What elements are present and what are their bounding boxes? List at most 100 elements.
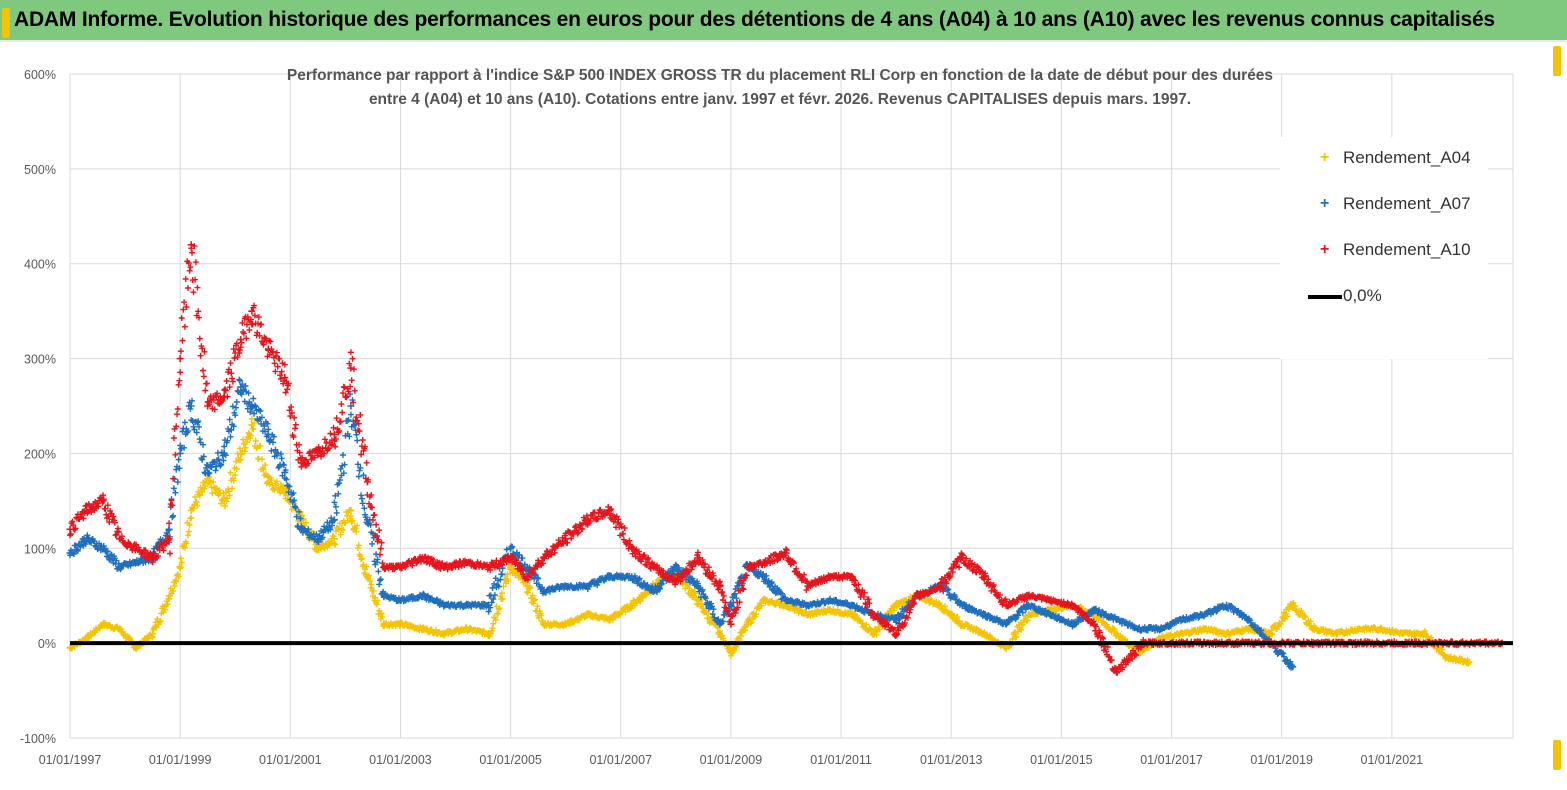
data-point-a10	[176, 355, 184, 363]
data-point-a10	[463, 559, 471, 567]
data-point-a10	[297, 459, 305, 467]
legend-marker-a04: +	[1320, 149, 1330, 166]
x-tick-label: 01/01/2013	[920, 753, 983, 767]
legend-label-a04: Rendement_A04	[1343, 148, 1471, 167]
data-point-a04	[716, 630, 724, 638]
data-point-a10	[980, 573, 988, 581]
data-point-a07	[892, 615, 900, 623]
data-point-a04	[727, 649, 735, 657]
x-tick-label: 01/01/2007	[589, 753, 652, 767]
data-point-a10	[1068, 601, 1076, 609]
data-point-a07	[1090, 606, 1098, 614]
data-point-a04	[165, 592, 173, 600]
data-point-a04	[606, 615, 614, 623]
data-point-a10	[694, 554, 702, 562]
data-point-a04	[441, 630, 449, 638]
data-point-a04	[204, 478, 212, 486]
y-tick-label: 400%	[24, 258, 56, 272]
data-point-a04	[540, 620, 548, 628]
data-point-a04	[870, 630, 878, 638]
data-point-a04	[980, 630, 988, 638]
data-point-a07	[66, 549, 74, 557]
data-point-a07	[1002, 620, 1010, 628]
data-point-a10	[1002, 601, 1010, 609]
data-point-a07	[237, 383, 245, 391]
data-point-a10	[804, 582, 812, 590]
data-point-a07	[330, 516, 338, 524]
data-point-a07	[540, 587, 548, 595]
data-point-a10	[892, 630, 900, 638]
data-point-a04	[743, 620, 751, 628]
data-point-a10	[743, 563, 751, 571]
data-point-a04	[936, 601, 944, 609]
x-tick-label: 01/01/2011	[810, 753, 872, 767]
y-tick-label: 500%	[24, 163, 56, 177]
data-point-a07	[380, 592, 388, 600]
data-point-a10	[165, 535, 173, 543]
chart-title-line2: entre 4 (A04) et 10 ans (A10). Cotations…	[368, 91, 1192, 108]
report-title: ADAM Informe. Evolution historique des p…	[14, 8, 1495, 31]
data-point-a10	[116, 535, 124, 543]
data-point-a10	[1112, 668, 1120, 676]
data-point-a07	[116, 563, 124, 571]
legend-label-a10: Rendement_A10	[1343, 240, 1471, 259]
data-point-a07	[958, 601, 966, 609]
data-point-a07	[418, 592, 426, 600]
data-point-a10	[99, 497, 107, 505]
data-point-a07	[804, 601, 812, 609]
data-point-a07	[848, 601, 856, 609]
data-point-a04	[562, 620, 570, 628]
data-point-a07	[694, 582, 702, 590]
x-tick-label: 01/01/2021	[1361, 753, 1424, 767]
data-point-a10	[187, 241, 195, 249]
data-point-a04	[826, 606, 834, 614]
data-point-a07	[1179, 615, 1187, 623]
data-point-a04	[330, 535, 338, 543]
data-point-a10	[237, 336, 245, 344]
y-tick-label: 0%	[38, 637, 56, 651]
legend-label-zero: 0,0%	[1343, 286, 1382, 305]
data-point-a04	[485, 630, 493, 638]
x-tick-label: 01/01/2019	[1250, 753, 1313, 767]
x-tick-label: 01/01/2009	[700, 753, 763, 767]
data-point-a04	[1421, 630, 1429, 638]
data-point-a10	[562, 535, 570, 543]
data-point-a07	[650, 587, 658, 595]
legend-marker-a10: +	[1320, 241, 1330, 258]
data-point-a10	[523, 573, 531, 581]
data-point-a04	[248, 421, 256, 429]
data-point-a04	[380, 620, 388, 628]
corner-decoration-left	[2, 8, 10, 38]
data-point-a07	[248, 402, 256, 410]
data-point-a04	[628, 601, 636, 609]
data-point-a04	[363, 573, 371, 581]
data-point-a04	[1355, 625, 1363, 633]
data-point-a10	[870, 611, 878, 619]
y-tick-label: 300%	[24, 353, 56, 367]
data-point-a04	[418, 625, 426, 633]
legend-item-zero: 0,0%	[1280, 285, 1488, 309]
y-tick-label: 600%	[24, 68, 56, 82]
data-point-a10	[264, 345, 272, 353]
data-point-a10	[132, 544, 140, 552]
data-point-a04	[83, 634, 91, 642]
data-point-a07	[264, 430, 272, 438]
legend-marker-a07: +	[1320, 195, 1330, 212]
data-point-a07	[1046, 611, 1054, 619]
chart-legend: + Rendement_A04 + Rendement_A07 + Rendem…	[1280, 137, 1488, 359]
data-point-a10	[1024, 592, 1032, 600]
data-point-a04	[220, 497, 228, 505]
data-point-a04	[66, 644, 74, 652]
data-point-a10	[363, 478, 371, 486]
x-tick-label: 01/01/2015	[1030, 753, 1093, 767]
data-point-a10	[716, 582, 724, 590]
y-tick-label: -100%	[20, 732, 56, 746]
corner-decoration-right-bottom	[1553, 740, 1561, 770]
data-point-a07	[297, 525, 305, 533]
data-point-a04	[237, 449, 245, 457]
data-point-a07	[1157, 625, 1165, 633]
data-point-a04	[297, 516, 305, 524]
data-point-a04	[1465, 658, 1473, 666]
data-point-a07	[99, 544, 107, 552]
chart-title-line1: Performance par rapport à l'indice S&P 5…	[286, 67, 1274, 84]
